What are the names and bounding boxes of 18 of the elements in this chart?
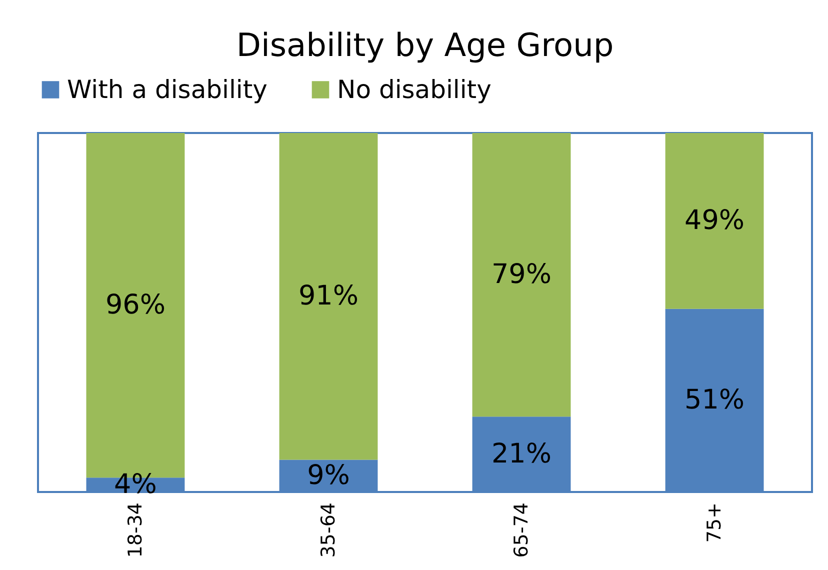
data-label: 9% — [307, 460, 350, 491]
data-label: 4% — [114, 468, 157, 500]
x-tick-label: 65-74 — [510, 502, 533, 558]
chart-title: Disability by Age Group — [236, 26, 614, 64]
data-label: 51% — [684, 384, 745, 416]
data-label: 79% — [492, 258, 552, 290]
bar — [665, 133, 764, 309]
legend-label: No disability — [337, 74, 492, 104]
x-tick-label: 35-64 — [317, 502, 340, 558]
bar — [279, 133, 378, 460]
data-label: 21% — [492, 438, 552, 470]
legend-label: With a disability — [67, 74, 268, 104]
data-label: 96% — [105, 289, 166, 320]
bar — [472, 133, 571, 417]
x-tick-label: 75+ — [704, 502, 726, 543]
data-label: 49% — [684, 204, 745, 236]
x-tick-label: 18-34 — [124, 502, 146, 558]
data-label: 91% — [298, 280, 358, 312]
